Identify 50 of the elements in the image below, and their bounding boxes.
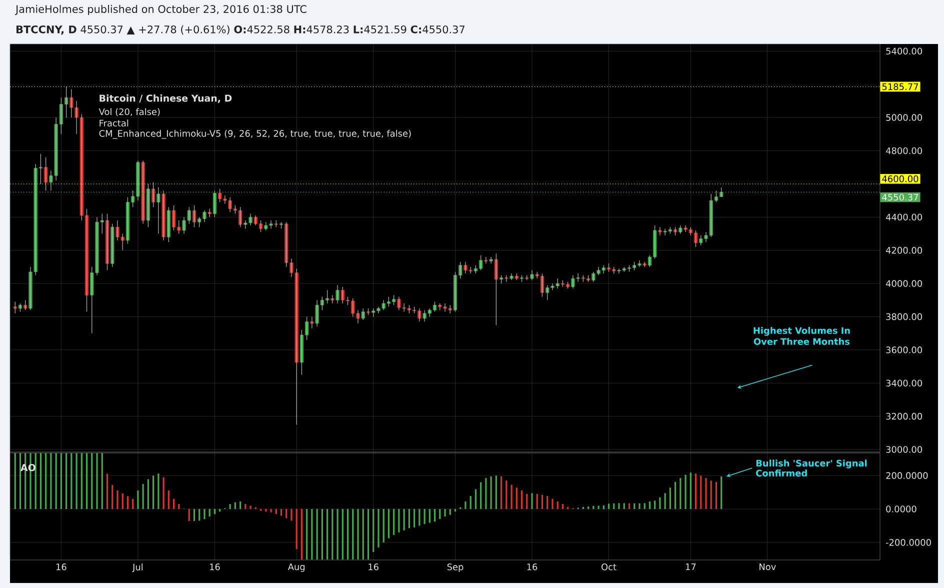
x-tick-label: Jul (132, 564, 143, 572)
y-tick-label: 4400.00 (886, 214, 922, 220)
y-tick-label: 3000.00 (886, 446, 922, 453)
x-tick-label: 17 (686, 564, 696, 570)
annotation: Bullish 'Saucer' Signal Confirmed (756, 460, 867, 476)
x-tick-label: 16 (210, 564, 220, 570)
annotation: Fractal (100, 120, 128, 126)
ref-line-label: 5185.77 (882, 83, 918, 90)
x-tick-label: 16 (368, 564, 378, 570)
x-tick-label: 16 (527, 564, 538, 570)
candlestick (494, 253, 498, 326)
text: BTCCNY, D 4550.37 ▲ +27.78 (+0.61%) O:4522.58 H:4578.23 L:4521.59 C:4550.37 (16, 25, 464, 35)
x-tick-label: Nov (760, 564, 776, 570)
y-tick-label: 5000.00 (886, 114, 922, 121)
candlestick (110, 223, 114, 268)
candlestick (510, 273, 514, 280)
annotation: Highest Volumes In Over Three Months (754, 326, 850, 345)
y-tick-label: 4000.00 (886, 280, 922, 287)
y-tick-label: 3200.00 (886, 412, 922, 420)
text: JamieHolmes published on October 23, 2016 01:38 UTC (14, 4, 306, 16)
y-tick-label: 0.0000 (886, 506, 916, 512)
candlestick (156, 186, 160, 234)
annotation: Vol (20, false) (98, 108, 160, 116)
candlestick (44, 157, 48, 191)
y-tick-label: 5400.00 (886, 48, 922, 55)
candlestick (24, 300, 28, 310)
x-tick-label: Sep (447, 564, 464, 572)
candlestick (361, 308, 365, 320)
y-tick-label: 200.0000 (886, 472, 928, 479)
x-tick-label: Aug (288, 564, 305, 572)
ref-line-label: 4600.00 (882, 175, 918, 182)
y-tick-label: 4800.00 (886, 147, 922, 154)
candlestick (530, 270, 534, 280)
candlestick (489, 256, 493, 264)
candlestick (166, 206, 170, 242)
y-tick-label: 3400.00 (886, 380, 922, 386)
candlestick (658, 226, 662, 236)
candlestick (152, 182, 156, 208)
y-tick-label: 4200.00 (886, 246, 922, 254)
x-tick-label: 16 (56, 564, 66, 570)
text: Bitcoin / Chinese Yuan, D (100, 94, 232, 103)
x-tick-label: Oct (602, 564, 616, 570)
y-tick-label: -200.0000 (886, 539, 931, 546)
y-tick-label: 3600.00 (886, 346, 922, 354)
annotation: CM_Enhanced_Ichimoku-V5 (9, 26, 52, 26, true, true, true, true, false) (99, 130, 411, 139)
y-tick-label: 3800.00 (886, 313, 922, 320)
candlestick (146, 184, 150, 228)
candlestick (13, 301, 17, 314)
candlestick (484, 256, 488, 264)
ref-line-label: 4550.37 (882, 194, 918, 201)
